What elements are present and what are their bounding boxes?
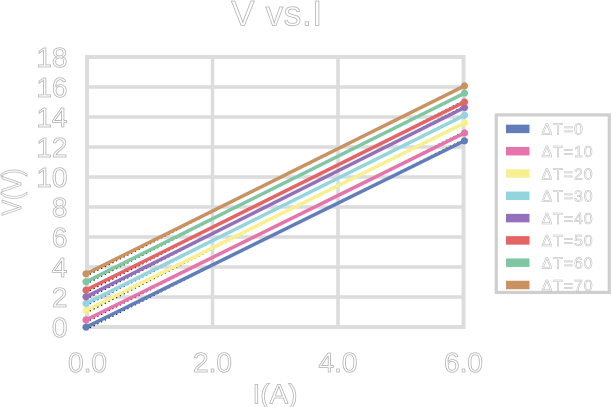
svg-text:ΔT=60: ΔT=60 bbox=[542, 256, 594, 273]
svg-text:10: 10 bbox=[36, 162, 67, 193]
svg-text:2.0: 2.0 bbox=[193, 347, 232, 378]
svg-text:16: 16 bbox=[36, 72, 67, 103]
svg-text:ΔT=30: ΔT=30 bbox=[542, 189, 594, 206]
svg-text:14: 14 bbox=[36, 102, 67, 133]
svg-text:ΔT=0: ΔT=0 bbox=[542, 122, 584, 139]
svg-text:0.0: 0.0 bbox=[68, 347, 107, 378]
svg-text:ΔT=40: ΔT=40 bbox=[542, 211, 594, 228]
svg-text:ΔT=20: ΔT=20 bbox=[542, 166, 594, 183]
svg-text:12: 12 bbox=[36, 132, 67, 163]
svg-text:I(A): I(A) bbox=[252, 379, 297, 407]
svg-text:V vs.I: V vs.I bbox=[231, 0, 323, 34]
svg-text:V(V): V(V) bbox=[0, 169, 27, 216]
svg-text:18: 18 bbox=[36, 42, 67, 73]
svg-text:0: 0 bbox=[52, 312, 68, 343]
svg-text:6: 6 bbox=[52, 222, 68, 253]
svg-text:4.0: 4.0 bbox=[319, 347, 358, 378]
svg-text:2: 2 bbox=[52, 282, 68, 313]
svg-text:ΔT=50: ΔT=50 bbox=[542, 233, 594, 250]
svg-text:6.0: 6.0 bbox=[444, 347, 483, 378]
svg-text:ΔT=70: ΔT=70 bbox=[542, 278, 594, 295]
svg-text:ΔT=10: ΔT=10 bbox=[542, 144, 594, 161]
svg-text:4: 4 bbox=[52, 252, 68, 283]
svg-text:8: 8 bbox=[52, 192, 68, 223]
